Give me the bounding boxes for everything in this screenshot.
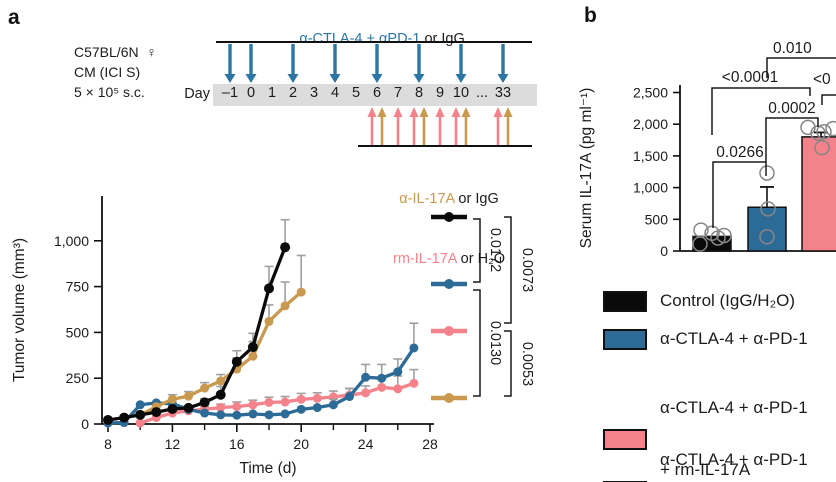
day-word: Day (184, 86, 210, 102)
panel-a-label: a (8, 6, 20, 29)
svg-text:Time (d): Time (d) (239, 460, 296, 477)
svg-text:24: 24 (358, 436, 374, 452)
legend-swatch-ici-rmil17a (603, 428, 647, 450)
svg-text:<0: <0 (813, 71, 831, 88)
legend-label-ici: α-CTLA-4 + α-PD-1 (660, 329, 808, 349)
svg-text:750: 750 (66, 279, 90, 295)
legend-swatch-ici (603, 329, 647, 350)
bottom-treatment-caption: α-IL-17A or IgG rm-IL-17A or H₂O (356, 149, 542, 309)
svg-text:2,500: 2,500 (633, 85, 668, 101)
svg-text:2,000: 2,000 (633, 116, 668, 132)
svg-text:12: 12 (165, 436, 181, 452)
svg-text:1,000: 1,000 (633, 180, 668, 196)
svg-text:500: 500 (66, 324, 90, 340)
legend-item-control: Control (IgG/H₂O) (603, 291, 795, 312)
day-tick-–1: –1 (221, 85, 239, 101)
svg-text:Serum IL-17A (pg ml⁻¹): Serum IL-17A (pg ml⁻¹) (578, 88, 595, 249)
svg-text:0: 0 (81, 416, 89, 432)
svg-text:0.0130: 0.0130 (487, 321, 503, 365)
svg-text:28: 28 (422, 436, 438, 452)
svg-text:8: 8 (104, 436, 112, 452)
day-tick-2: 2 (288, 85, 298, 101)
svg-text:0.0266: 0.0266 (716, 144, 763, 161)
legend-label-control: Control (IgG/H₂O) (660, 291, 796, 311)
cell-line-text: CM (ICI S) (74, 64, 141, 80)
svg-text:20: 20 (293, 436, 309, 452)
day-tick-3: 3 (309, 85, 319, 101)
svg-text:500: 500 (645, 211, 669, 227)
day-tick-1: 1 (267, 85, 277, 101)
legend-label-ici-rmil17a: α-CTLA-4 + α-PD-1 + rm-IL-17A (660, 398, 808, 479)
day-tick-6: 6 (372, 85, 382, 101)
svg-text:0.010: 0.010 (773, 40, 812, 57)
svg-text:0.0073: 0.0073 (519, 248, 535, 292)
svg-text:1,000: 1,000 (54, 233, 89, 249)
svg-text:16: 16 (229, 436, 245, 452)
svg-text:250: 250 (66, 370, 90, 386)
day-tick-0: 0 (246, 85, 256, 101)
day-tick-9: 9 (435, 85, 445, 101)
tumor-volume-chart: 0 250 500 750 1,000 8 12 16 20 24 28 Time (d) Tumor … (11, 196, 535, 477)
anti-il17a-caption: α-IL-17A or IgG (399, 191, 499, 207)
mouse-strain-text: C57BL/6N ♀ (74, 44, 157, 60)
day-tick-8: 8 (414, 85, 424, 101)
day-tick-10: 10 (452, 85, 470, 101)
panel-b-label: b (584, 4, 597, 27)
experiment-info: C57BL/6N ♀ CM (ICI S) 5 × 10⁵ s.c. (74, 42, 157, 102)
dosing-schedule-diagram (216, 41, 532, 147)
legend-item-ici-rmil17a: α-CTLA-4 + α-PD-1 + rm-IL-17A (603, 357, 808, 482)
svg-text:0: 0 (660, 243, 668, 259)
svg-text:0.0053: 0.0053 (519, 342, 535, 386)
rm-il17a-caption: rm-IL-17A or H₂O (392, 251, 505, 267)
svg-text:0.0172: 0.0172 (487, 228, 503, 272)
day-strip: –1 0 1 2 3 4 5 6 7 8 9 10... 33 (213, 84, 537, 106)
legend-label-ici-ail17a: α-CTLA-4 + α-PD-1 + α-IL-17A (660, 450, 808, 469)
svg-text:0.0002: 0.0002 (768, 100, 815, 117)
legend-item-ici: α-CTLA-4 + α-PD-1 (603, 329, 808, 350)
day-tick-33: 33 (494, 85, 512, 101)
day-tick-5: 5 (351, 85, 361, 101)
legend-swatch-control (603, 291, 647, 312)
legend-swatch-ici-ail17a (603, 480, 647, 482)
day-tick-4: 4 (330, 85, 340, 101)
serum-il17a-chart: 0 500 1,000 1,500 2,000 2,500 Serum IL-17A (pg… (578, 40, 836, 259)
svg-text:1,500: 1,500 (633, 148, 668, 164)
day-tick-...: ... (475, 85, 489, 101)
svg-text:<0.0001: <0.0001 (722, 69, 778, 86)
cell-dose-text: 5 × 10⁵ s.c. (74, 84, 145, 100)
day-tick-7: 7 (393, 85, 403, 101)
legend-item-ici-ail17a: α-CTLA-4 + α-PD-1 + α-IL-17A (603, 409, 808, 482)
svg-text:Tumor volume (mm³): Tumor volume (mm³) (11, 238, 28, 382)
